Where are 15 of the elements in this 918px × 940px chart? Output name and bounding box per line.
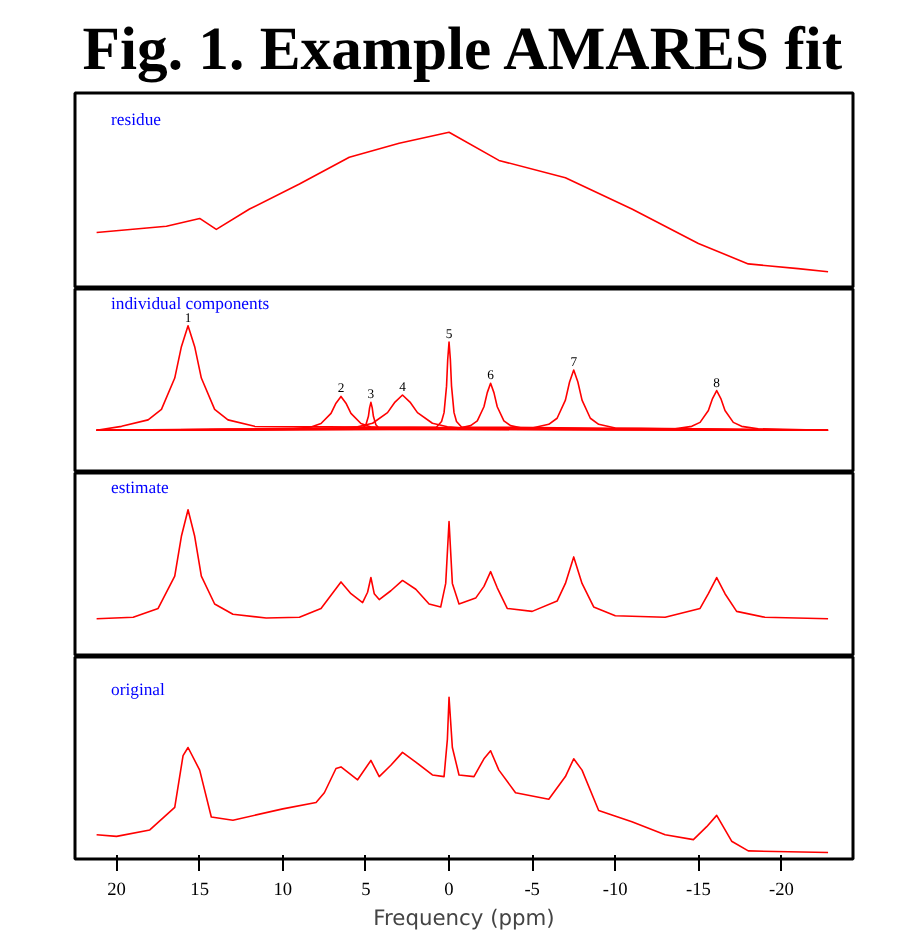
x-axis-title: Frequency (ppm) bbox=[373, 905, 555, 931]
x-tick-label: -5 bbox=[524, 881, 541, 901]
chart-subtitle: estimate bbox=[111, 477, 169, 497]
chart-title: Fig. 1. Example AMARES fit bbox=[82, 15, 844, 83]
x-tick-label: 10 bbox=[273, 881, 293, 901]
x-tick-label: 0 bbox=[444, 881, 455, 901]
x-tick-label: 15 bbox=[190, 881, 210, 901]
x-tick-label: 20 bbox=[107, 881, 127, 901]
chart-subtitle: original bbox=[111, 679, 167, 699]
x-tick-label: -10 bbox=[602, 881, 629, 901]
x-tick-label: -20 bbox=[769, 881, 795, 901]
chart-subtitle: individual components bbox=[111, 293, 271, 313]
x-tick-label: 5 bbox=[361, 881, 372, 901]
x-tick-label: -15 bbox=[685, 881, 712, 901]
chart-subtitle: residue bbox=[111, 109, 162, 129]
